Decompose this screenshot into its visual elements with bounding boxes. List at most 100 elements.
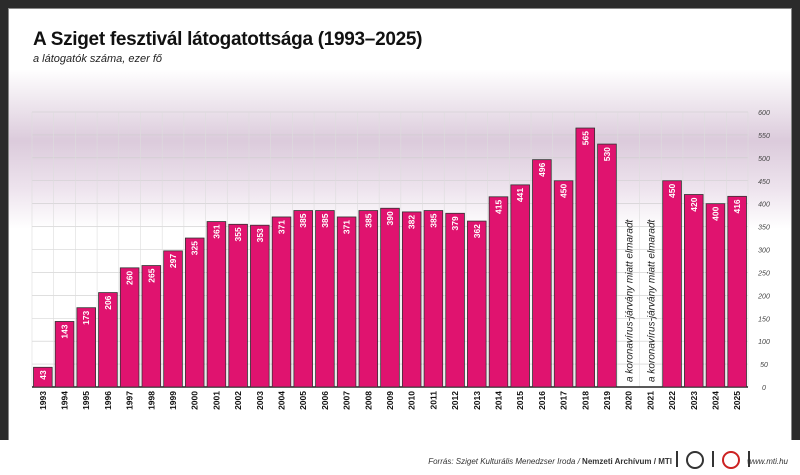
source-prefix: Forrás: Sziget Kulturális Menedzser Irod… [428, 457, 583, 466]
data-label: 530 [602, 147, 612, 161]
bar-2007 [336, 216, 357, 388]
data-label: 353 [255, 228, 265, 242]
x-tick-label: 2000 [190, 391, 200, 410]
data-label: 441 [515, 188, 525, 202]
bar-2018 [575, 127, 596, 388]
footer: Forrás: Sziget Kulturális Menedzser Irod… [0, 440, 800, 475]
bar-2002 [228, 223, 248, 388]
bar-2025 [727, 195, 747, 388]
bar-1994 [54, 321, 75, 388]
data-label: 325 [190, 241, 200, 255]
bar-2023 [684, 194, 704, 388]
x-tick-label: 2010 [407, 391, 417, 410]
y-tick-label: 450 [758, 179, 770, 186]
bar-2015 [510, 184, 530, 388]
annotation-2020: a koronavírus-járvány miatt elmaradt [625, 218, 636, 382]
bar-2016 [532, 159, 552, 388]
x-tick-label: 2003 [255, 391, 265, 410]
data-label: 379 [450, 216, 460, 230]
chart-subtitle: a látogatók száma, ezer fő [33, 53, 163, 65]
y-tick-label: 150 [758, 316, 770, 323]
x-tick-label: 2025 [732, 391, 742, 410]
bar-2022 [662, 180, 682, 388]
x-tick-label: 2017 [559, 391, 569, 410]
x-tick-label: 1993 [38, 391, 48, 410]
data-label: 400 [710, 206, 720, 220]
data-label: 265 [146, 268, 156, 282]
x-tick-label: 2018 [580, 391, 590, 410]
y-tick-label: 550 [758, 133, 770, 140]
mtva-logo-icon [686, 451, 704, 469]
bar-2009 [380, 207, 400, 388]
data-label: 385 [428, 213, 438, 227]
bar-2003 [250, 224, 270, 388]
data-label: 496 [537, 162, 547, 176]
bar-1995 [76, 307, 96, 388]
x-tick-label: 2014 [493, 391, 503, 410]
bar-1997 [119, 267, 140, 388]
x-tick-label: 2009 [385, 391, 395, 410]
x-tick-label: 2021 [645, 391, 655, 410]
bar-1999 [163, 250, 183, 388]
data-label: 385 [298, 213, 308, 227]
data-label: 420 [689, 197, 699, 211]
separator [748, 451, 750, 467]
data-label: 385 [320, 213, 330, 227]
x-tick-label: 2012 [450, 391, 460, 410]
bar-2019 [597, 143, 617, 388]
bar-2000 [184, 237, 205, 388]
y-tick-label: 0 [762, 385, 766, 392]
x-tick-label: 2016 [537, 391, 547, 410]
x-tick-label: 2023 [689, 391, 699, 410]
x-tick-label: 2011 [428, 391, 438, 410]
x-tick-label: 1995 [81, 391, 91, 410]
y-tick-label: 300 [758, 248, 770, 255]
y-tick-label: 350 [758, 225, 770, 232]
data-label: 371 [342, 220, 352, 234]
x-tick-label: 1996 [103, 391, 113, 410]
data-label: 416 [732, 199, 742, 213]
source-text: Forrás: Sziget Kulturális Menedzser Irod… [428, 457, 672, 466]
data-label: 362 [472, 224, 482, 238]
data-label: 260 [125, 271, 135, 285]
crowd-silhouette-background [9, 69, 791, 229]
x-tick-label: 2006 [320, 391, 330, 410]
bar-1998 [141, 265, 162, 388]
y-tick-label: 100 [758, 339, 770, 346]
x-tick-label: 1999 [168, 391, 178, 410]
bar-2013 [467, 220, 487, 388]
data-label: 390 [385, 211, 395, 225]
x-tick-label: 1997 [125, 391, 135, 410]
mti-logo-icon [722, 451, 740, 469]
x-tick-label: 2001 [211, 391, 221, 410]
y-tick-label: 50 [760, 362, 768, 369]
x-tick-label: 2007 [342, 391, 352, 410]
bar-2005 [293, 210, 313, 388]
data-label: 565 [580, 131, 590, 145]
bar-2010 [401, 211, 422, 388]
annotation-2021: a koronavírus-járvány miatt elmaradt [646, 218, 657, 382]
bar-2012 [445, 212, 465, 388]
bar-2006 [315, 210, 335, 388]
x-tick-label: 2020 [624, 391, 634, 410]
separator [676, 451, 678, 467]
x-tick-label: 2013 [472, 391, 482, 410]
x-tick-label: 2004 [277, 391, 287, 410]
data-label: 450 [667, 183, 677, 197]
website-link[interactable]: www.mti.hu [747, 457, 788, 466]
data-label: 371 [277, 220, 287, 234]
y-tick-label: 250 [757, 270, 770, 277]
x-tick-label: 2022 [667, 391, 677, 410]
bar-2008 [358, 210, 379, 388]
y-tick-label: 400 [758, 202, 770, 209]
separator [712, 451, 714, 467]
y-tick-label: 500 [758, 156, 770, 163]
bar-2014 [488, 196, 509, 388]
bar-2011 [423, 210, 444, 388]
x-tick-label: 2024 [710, 391, 720, 410]
x-tick-label: 2002 [233, 391, 243, 410]
data-label: 206 [103, 295, 113, 309]
bar-2004 [271, 216, 292, 388]
bar-1993 [33, 366, 53, 388]
